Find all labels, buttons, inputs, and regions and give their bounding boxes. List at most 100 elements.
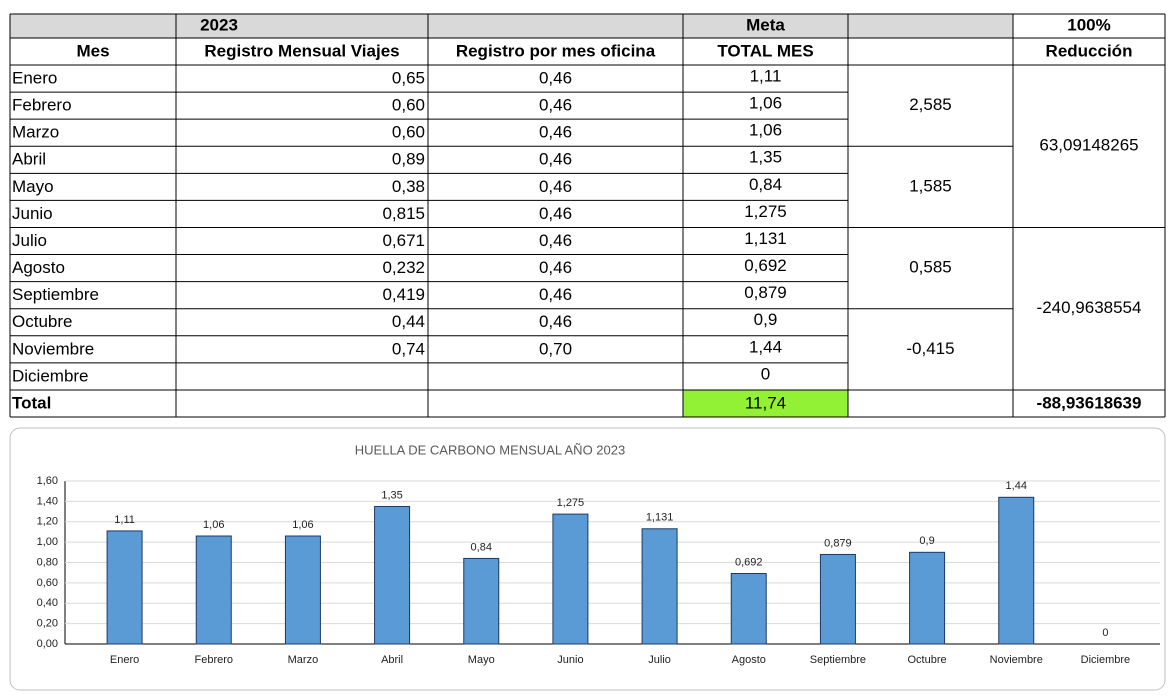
chart-title: HUELLA DE CARBONO MENSUAL AÑO 2023 bbox=[355, 442, 625, 457]
cell: Mayo bbox=[12, 177, 54, 196]
y-tick-label: 1,00 bbox=[37, 536, 58, 548]
cell: 0,419 bbox=[382, 285, 425, 304]
total-cell: -88,93618639 bbox=[1037, 393, 1142, 412]
cell: 0,692 bbox=[744, 256, 787, 275]
column-header: Mes bbox=[76, 41, 109, 60]
cell: Junio bbox=[12, 204, 53, 223]
cell: 0,46 bbox=[539, 68, 572, 87]
x-tick-label: Agosto bbox=[732, 654, 766, 666]
cell: 0,46 bbox=[539, 312, 572, 331]
cell: 0,84 bbox=[749, 175, 782, 194]
x-tick-label: Mayo bbox=[468, 654, 495, 666]
bar bbox=[730, 573, 767, 645]
x-tick-label: Junio bbox=[557, 654, 583, 666]
data-label: 0,84 bbox=[471, 541, 492, 553]
cell: Julio bbox=[12, 231, 47, 250]
quarter-cell: 0,585 bbox=[909, 258, 952, 277]
quarter-cell: 2,585 bbox=[909, 95, 952, 114]
y-tick-label: 0,40 bbox=[37, 597, 58, 609]
cell: 0,46 bbox=[539, 258, 572, 277]
data-label: 1,44 bbox=[1006, 480, 1027, 492]
semester-cell: 63,09148265 bbox=[1039, 136, 1138, 155]
cell: 0,44 bbox=[392, 312, 425, 331]
cell: 0,46 bbox=[539, 204, 572, 223]
x-tick-label: Julio bbox=[648, 654, 671, 666]
x-tick-label: Marzo bbox=[288, 654, 319, 666]
cell: Enero bbox=[12, 68, 57, 87]
x-tick-label: Octubre bbox=[908, 654, 947, 666]
x-tick-label: Diciembre bbox=[1081, 654, 1131, 666]
cell: Marzo bbox=[12, 123, 59, 142]
column-header: TOTAL MES bbox=[717, 41, 813, 60]
header-bg bbox=[10, 14, 1165, 38]
bar bbox=[998, 496, 1035, 645]
cell: 0,9 bbox=[754, 310, 778, 329]
cell: Octubre bbox=[12, 312, 72, 331]
bar bbox=[641, 528, 678, 645]
header-bg bbox=[1013, 14, 1165, 38]
data-label: 1,06 bbox=[292, 519, 313, 531]
cell: 1,275 bbox=[744, 202, 787, 221]
x-tick-label: Noviembre bbox=[990, 654, 1043, 666]
header-cell: 2023 bbox=[200, 15, 238, 34]
data-label: 1,275 bbox=[557, 497, 585, 509]
cell: 0,46 bbox=[539, 96, 572, 115]
bar bbox=[463, 557, 500, 645]
data-label: 1,06 bbox=[203, 519, 224, 531]
cell: 0,65 bbox=[392, 68, 425, 87]
cell: 0,46 bbox=[539, 231, 572, 250]
header-cell: Meta bbox=[746, 15, 785, 34]
cell: 0,89 bbox=[392, 150, 425, 169]
cell: 0,815 bbox=[382, 204, 425, 223]
cell: 0 bbox=[761, 364, 770, 383]
cell: 0,60 bbox=[392, 123, 425, 142]
data-label: 1,35 bbox=[381, 489, 402, 501]
cell: Noviembre bbox=[12, 339, 94, 358]
bar bbox=[374, 505, 411, 645]
bar bbox=[909, 551, 946, 645]
data-label: 0 bbox=[1102, 627, 1108, 639]
total-label: Total bbox=[12, 393, 51, 412]
bar bbox=[552, 513, 589, 645]
total-highlight bbox=[683, 389, 848, 418]
cell: 0,60 bbox=[392, 96, 425, 115]
cell: 0,46 bbox=[539, 123, 572, 142]
data-label: 1,131 bbox=[646, 512, 674, 524]
data-label: 0,9 bbox=[919, 535, 934, 547]
y-tick-label: 1,20 bbox=[37, 516, 58, 528]
total-cell: 11,74 bbox=[745, 393, 786, 412]
data-label: 0,692 bbox=[735, 556, 763, 568]
cell: 0,46 bbox=[539, 177, 572, 196]
y-tick-label: 0,60 bbox=[37, 577, 58, 589]
cell: 0,879 bbox=[744, 283, 787, 302]
x-tick-label: Enero bbox=[110, 654, 139, 666]
y-tick-label: 0,20 bbox=[37, 618, 58, 630]
y-tick-label: 1,40 bbox=[37, 495, 58, 507]
cell: 1,06 bbox=[749, 121, 782, 140]
bar bbox=[106, 530, 143, 645]
cell: 0,671 bbox=[382, 231, 425, 250]
cell: 0,38 bbox=[392, 177, 425, 196]
data-label: 1,11 bbox=[114, 514, 135, 526]
y-tick-label: 1,60 bbox=[37, 475, 58, 487]
header-cell: 100% bbox=[1067, 15, 1110, 34]
cell: Diciembre bbox=[12, 366, 89, 385]
cell: Septiembre bbox=[12, 285, 99, 304]
cell: 1,131 bbox=[744, 229, 787, 248]
data-label: 0,879 bbox=[824, 537, 852, 549]
semester-cell: -240,9638554 bbox=[1037, 298, 1142, 317]
column-header: Reducción bbox=[1046, 41, 1133, 60]
bar bbox=[819, 553, 856, 645]
bar bbox=[284, 535, 321, 645]
y-tick-label: 0,80 bbox=[37, 556, 58, 568]
bar bbox=[195, 535, 232, 645]
x-tick-label: Febrero bbox=[194, 654, 233, 666]
x-tick-label: Abril bbox=[381, 654, 403, 666]
cell: 0,70 bbox=[539, 339, 572, 358]
cell: 0,74 bbox=[392, 339, 425, 358]
cell: 1,44 bbox=[749, 337, 782, 356]
cell: 1,11 bbox=[750, 66, 782, 85]
cell: 0,46 bbox=[539, 150, 572, 169]
cell: 0,232 bbox=[382, 258, 425, 277]
